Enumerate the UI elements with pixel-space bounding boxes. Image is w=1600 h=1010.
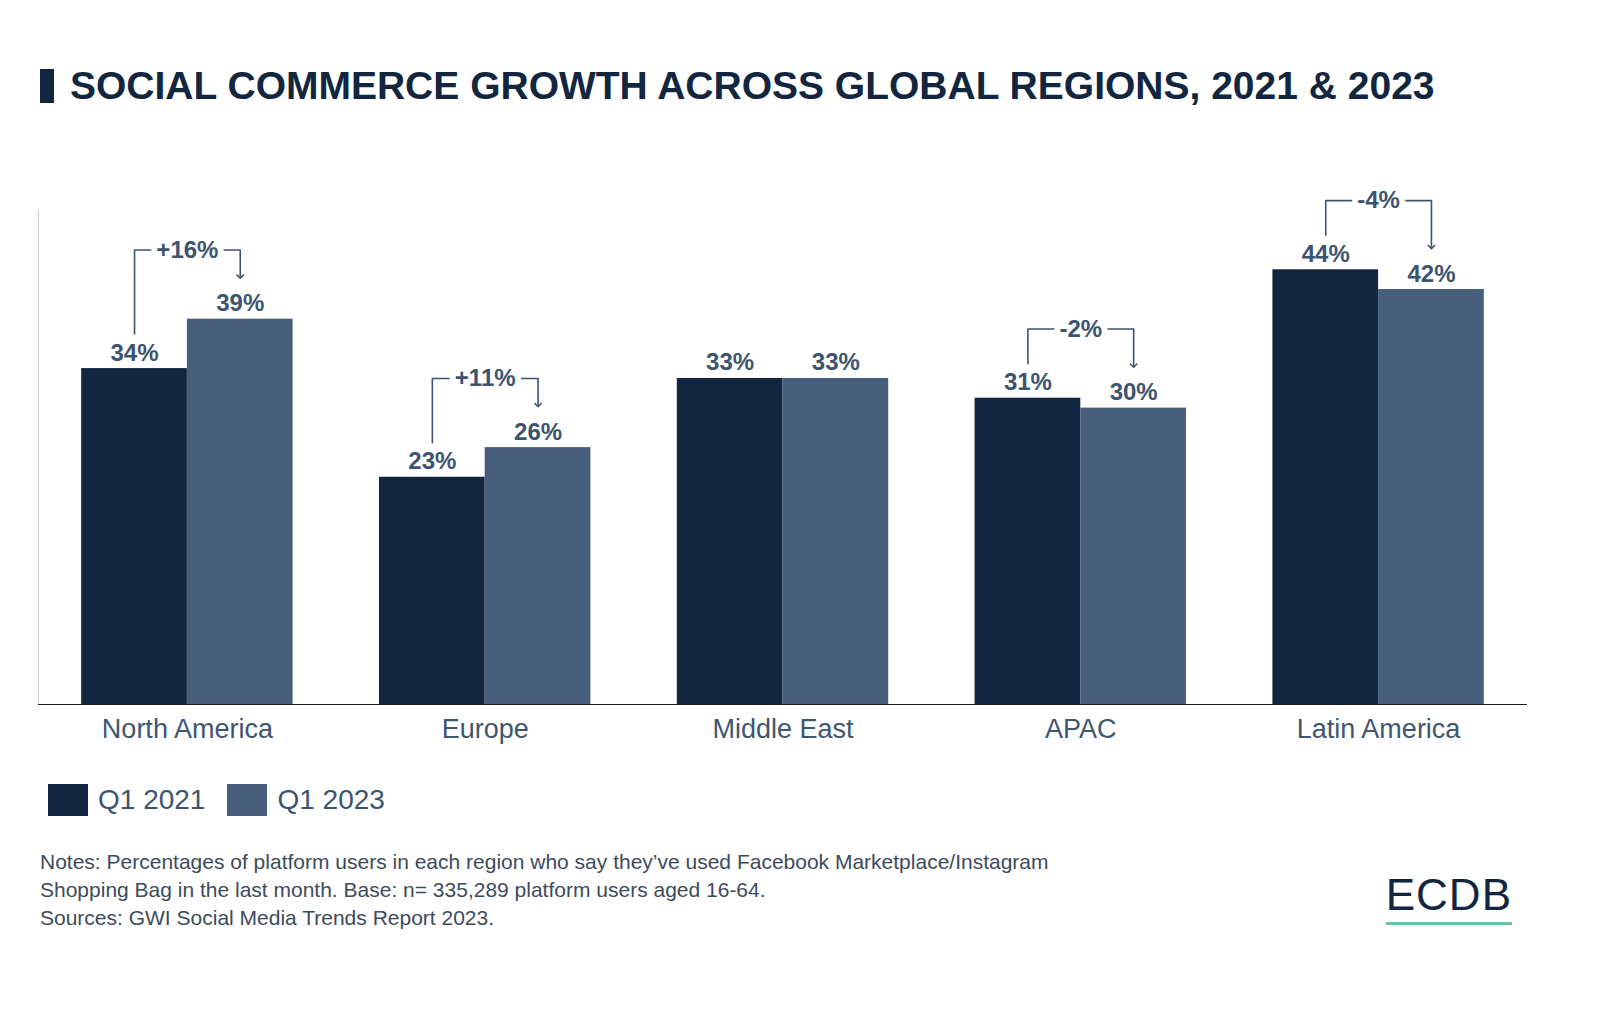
svg-text:+16%: +16% bbox=[156, 236, 218, 263]
svg-text:33%: 33% bbox=[812, 348, 860, 375]
svg-text:-2%: -2% bbox=[1059, 315, 1102, 342]
html-text:ECDB: ECDB bbox=[1385, 870, 1512, 919]
svg-text:Europe: Europe bbox=[442, 714, 529, 744]
html-text:Q1 2023: Q1 2023 bbox=[277, 784, 385, 815]
html-text:Sources: GWI Social Media Tren: Sources: GWI Social Media Trends Report … bbox=[40, 906, 494, 929]
html-text:Q1 2021: Q1 2021 bbox=[98, 784, 206, 815]
html-text:Shopping Bag in the last month: Shopping Bag in the last month. Base: n=… bbox=[40, 878, 766, 901]
svg-text:APAC: APAC bbox=[1045, 714, 1117, 744]
svg-text:33%: 33% bbox=[706, 348, 754, 375]
svg-text:31%: 31% bbox=[1004, 368, 1052, 395]
html-text:Notes: Percentages of platform: Notes: Percentages of platform users in … bbox=[40, 850, 1049, 873]
svg-text:44%: 44% bbox=[1302, 240, 1350, 267]
svg-text:-4%: -4% bbox=[1357, 186, 1400, 213]
html-text:SOCIAL COMMERCE GROWTH ACROSS: SOCIAL COMMERCE GROWTH ACROSS GLOBAL REG… bbox=[70, 64, 1435, 107]
svg-text:26%: 26% bbox=[514, 418, 562, 445]
svg-text:30%: 30% bbox=[1110, 378, 1158, 405]
svg-text:34%: 34% bbox=[111, 339, 159, 366]
svg-text:North America: North America bbox=[102, 714, 274, 744]
svg-text:Latin America: Latin America bbox=[1297, 714, 1462, 744]
svg-text:39%: 39% bbox=[216, 289, 264, 316]
svg-text:42%: 42% bbox=[1407, 260, 1455, 287]
svg-text:Middle East: Middle East bbox=[712, 714, 854, 744]
svg-text:23%: 23% bbox=[408, 447, 456, 474]
svg-text:+11%: +11% bbox=[455, 364, 516, 391]
